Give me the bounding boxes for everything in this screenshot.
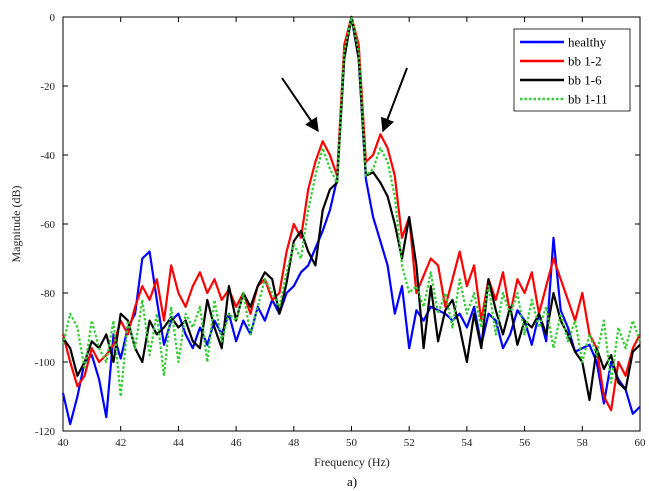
x-tick-label: 60: [635, 437, 647, 449]
series-line-bb-1-11: [61, 15, 642, 398]
y-axis-title: Magnitude (dB): [9, 186, 23, 263]
legend-label: bb 1-11: [568, 92, 608, 107]
x-tick-label: 58: [577, 437, 589, 449]
annotations: [281, 67, 408, 133]
x-tick-label: 46: [231, 437, 243, 449]
x-tick-label: 44: [173, 437, 185, 449]
figure-caption: a): [347, 474, 357, 489]
x-axis-title: Frequency (Hz): [314, 455, 390, 469]
annotation-arrow-left: [281, 77, 319, 133]
y-tick-label: -80: [40, 288, 55, 300]
x-tick-label: 52: [404, 437, 415, 449]
legend-label: healthy: [568, 35, 607, 50]
y-tick-label: -20: [40, 81, 55, 93]
x-tick-label: 54: [461, 437, 473, 449]
y-tick-label: -60: [40, 219, 55, 231]
series-line-bb-1-6: [62, 15, 641, 402]
legend-label: bb 1-2: [568, 54, 602, 69]
x-tick-label: 56: [519, 437, 531, 449]
y-tick-label: 0: [50, 12, 56, 24]
series-layer: [61, 15, 642, 426]
y-tick-label: -40: [40, 150, 55, 162]
y-tick-label: -120: [35, 426, 56, 438]
x-tick-label: 40: [58, 437, 70, 449]
x-tick-label: 50: [346, 437, 358, 449]
x-tick-label: 48: [288, 437, 300, 449]
annotation-arrow-right: [380, 67, 408, 133]
legend: healthy bb 1-2 bb 1-6 bb 1-11: [513, 28, 631, 112]
legend-label: bb 1-6: [568, 73, 602, 88]
axis-ticks: 40 42 44 46 48 50 52 54 56 58 60 0 -20 -40 -60 -80 -100 -…: [35, 12, 646, 449]
y-tick-label: -100: [35, 357, 56, 369]
x-tick-label: 42: [115, 437, 126, 449]
